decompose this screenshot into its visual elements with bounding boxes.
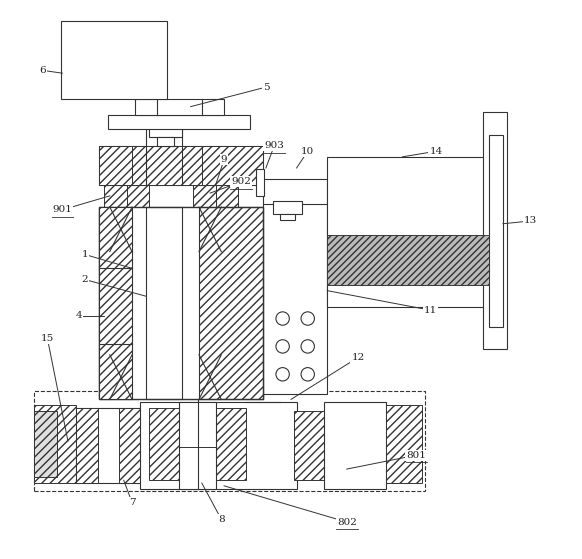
Bar xyxy=(132,207,199,399)
Bar xyxy=(324,402,386,489)
Bar xyxy=(98,207,263,399)
Bar xyxy=(327,157,489,307)
Bar xyxy=(135,100,224,115)
Bar xyxy=(98,207,132,399)
Text: 7: 7 xyxy=(129,498,136,507)
Bar xyxy=(146,207,182,399)
Bar xyxy=(179,402,216,489)
Bar xyxy=(149,127,182,138)
Bar xyxy=(98,146,132,184)
Circle shape xyxy=(276,368,289,381)
Bar xyxy=(104,184,126,210)
Text: 903: 903 xyxy=(264,141,284,150)
Text: 901: 901 xyxy=(52,205,72,214)
Bar xyxy=(273,201,302,214)
Bar xyxy=(119,408,140,483)
Bar xyxy=(484,112,507,349)
Bar xyxy=(193,184,216,210)
Bar xyxy=(76,408,98,483)
Text: 902: 902 xyxy=(231,177,251,186)
Bar xyxy=(263,179,327,394)
Text: 5: 5 xyxy=(262,83,269,92)
Bar xyxy=(157,138,175,146)
Bar xyxy=(294,410,324,480)
Bar xyxy=(149,408,179,480)
Text: 11: 11 xyxy=(424,306,437,315)
Text: 2: 2 xyxy=(81,275,88,284)
Bar xyxy=(202,146,263,184)
Bar xyxy=(98,146,263,184)
Text: 14: 14 xyxy=(430,147,442,156)
Bar xyxy=(61,21,167,100)
Bar xyxy=(76,408,140,483)
Bar xyxy=(108,115,250,129)
Circle shape xyxy=(301,312,314,325)
Text: 10: 10 xyxy=(301,147,314,156)
Bar xyxy=(257,169,264,196)
Text: 9: 9 xyxy=(221,155,228,164)
Bar xyxy=(34,405,76,483)
Bar xyxy=(355,410,386,480)
Bar xyxy=(34,391,425,491)
Circle shape xyxy=(276,340,289,353)
Bar xyxy=(327,235,489,285)
Text: 801: 801 xyxy=(406,451,427,459)
Bar xyxy=(216,184,238,210)
Bar xyxy=(132,146,202,184)
Bar xyxy=(126,184,149,210)
Text: 13: 13 xyxy=(524,216,537,225)
Text: 1: 1 xyxy=(81,250,88,259)
Text: 8: 8 xyxy=(218,515,225,524)
Bar xyxy=(98,207,263,399)
Bar xyxy=(280,214,296,220)
Text: 15: 15 xyxy=(41,334,54,343)
Bar xyxy=(199,207,263,399)
Circle shape xyxy=(276,312,289,325)
Text: 6: 6 xyxy=(40,66,46,75)
Text: 4: 4 xyxy=(76,311,83,320)
Bar xyxy=(489,135,503,327)
Bar xyxy=(386,405,422,483)
Bar xyxy=(216,408,246,480)
Text: 12: 12 xyxy=(352,353,364,362)
Bar xyxy=(140,402,297,489)
Text: 802: 802 xyxy=(337,518,357,527)
Circle shape xyxy=(301,340,314,353)
Circle shape xyxy=(301,368,314,381)
Bar xyxy=(34,410,57,477)
